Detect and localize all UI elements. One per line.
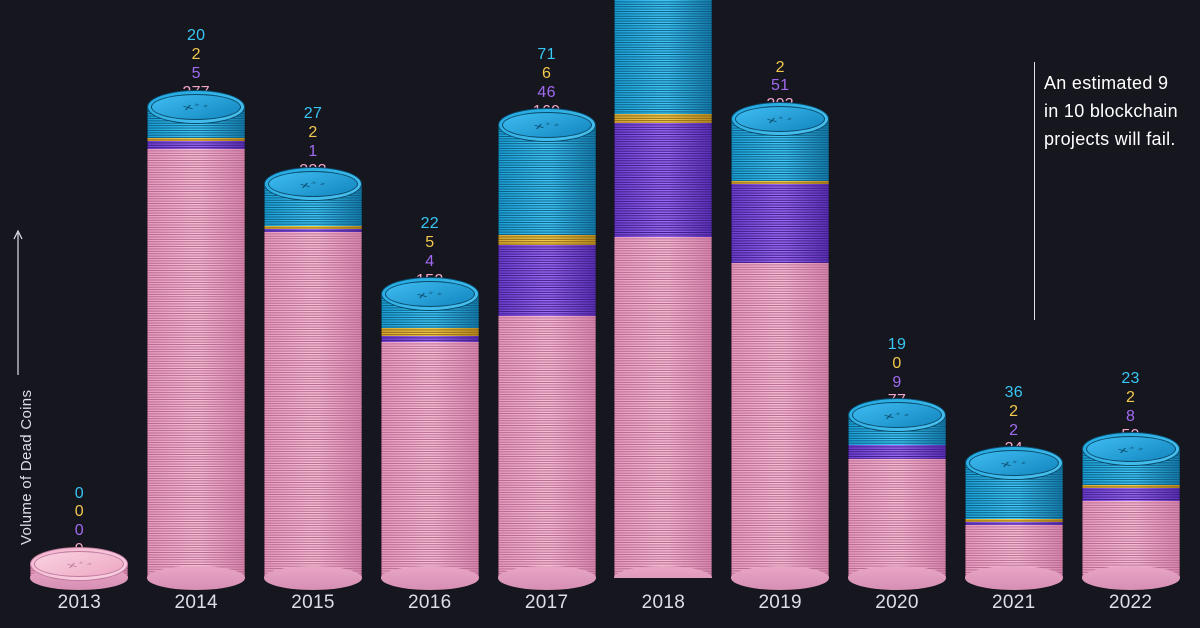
coin-stack: ✕⁺₊ <box>614 0 712 578</box>
segment-b <box>614 114 712 123</box>
coin-cap: ✕⁺₊ <box>147 90 245 124</box>
y-axis-arrow-icon <box>13 225 23 375</box>
segment-c <box>1082 488 1180 500</box>
columns-container: 0009✕⁺₊20132025277✕⁺₊20142721223✕⁺₊20152… <box>30 0 1180 628</box>
coin-cap: ✕⁺₊ <box>30 547 128 581</box>
value-label-a: 22 <box>421 215 439 234</box>
value-label-c: 1 <box>308 143 317 162</box>
segment-a <box>614 0 712 114</box>
stack-base-ellipse <box>147 566 245 590</box>
segment-b <box>498 235 596 244</box>
value-label-a: 71 <box>537 46 555 65</box>
value-label-c: 8 <box>1126 408 1135 427</box>
value-label-b: 5 <box>425 234 434 253</box>
segment-c <box>147 141 245 149</box>
segment-d <box>147 149 245 578</box>
stack-base-ellipse <box>848 566 946 590</box>
value-label-a: 20 <box>187 27 205 46</box>
value-label-b: 2 <box>776 59 785 78</box>
year-column-2018: 12010120360✕⁺₊2018 <box>614 0 713 628</box>
coin-stack: ✕⁺₊ <box>965 463 1063 578</box>
value-label-a: 27 <box>304 105 322 124</box>
value-label-c: 2 <box>1009 422 1018 441</box>
stack-base-ellipse <box>498 566 596 590</box>
value-label-b: 2 <box>192 46 201 65</box>
segment-d <box>614 237 712 578</box>
value-label-b: 2 <box>308 124 317 143</box>
segment-d <box>264 232 362 578</box>
coin-stack: ✕⁺₊ <box>264 184 362 578</box>
stack-base-ellipse <box>965 566 1063 590</box>
coin-cap: ✕⁺₊ <box>965 446 1063 480</box>
value-label-a: 0 <box>75 485 84 504</box>
year-column-2014: 2025277✕⁺₊2014 <box>147 27 246 628</box>
segment-c <box>731 184 829 263</box>
value-label-a: 23 <box>1121 370 1139 389</box>
year-column-2022: 232850✕⁺₊2022 <box>1081 370 1180 628</box>
coin-stack: ✕⁺₊ <box>147 107 245 578</box>
value-label-c: 51 <box>771 77 789 96</box>
value-label-c: 9 <box>892 374 901 393</box>
value-label-b: 0 <box>75 503 84 522</box>
segment-c <box>614 123 712 237</box>
year-column-2016: 2254152✕⁺₊2016 <box>380 215 479 628</box>
dead-coins-chart: Volume of Dead Coins An estimated 9 in 1… <box>0 0 1200 628</box>
stack-base-ellipse <box>264 566 362 590</box>
segment-c <box>848 445 946 459</box>
stack-base-ellipse <box>731 566 829 590</box>
segment-b <box>381 328 479 336</box>
value-label-a: 19 <box>888 336 906 355</box>
coin-cap: ✕⁺₊ <box>1082 432 1180 466</box>
year-column-2019: 251203✕⁺₊2019 <box>731 59 830 628</box>
coin-stack: ✕⁺₊ <box>30 564 128 578</box>
value-label-a: 36 <box>1005 384 1023 403</box>
value-label-c: 46 <box>537 84 555 103</box>
value-label-c: 4 <box>425 253 434 272</box>
year-column-2015: 2721223✕⁺₊2015 <box>264 105 363 628</box>
segment-c <box>498 245 596 316</box>
stack-base-ellipse <box>381 566 479 590</box>
segment-d <box>381 342 479 578</box>
value-label-b: 6 <box>542 65 551 84</box>
value-label-b: 2 <box>1009 403 1018 422</box>
segment-d <box>731 263 829 578</box>
year-column-2021: 362234✕⁺₊2021 <box>964 384 1063 628</box>
x-axis-year-label: 2018 <box>642 578 685 628</box>
stack-base-ellipse <box>1082 566 1180 590</box>
value-label-c: 0 <box>75 522 84 541</box>
coin-stack: ✕⁺₊ <box>731 119 829 578</box>
coin-stack: ✕⁺₊ <box>1082 449 1180 578</box>
value-label-c: 5 <box>192 65 201 84</box>
segment-d <box>498 316 596 578</box>
value-label-b: 0 <box>892 355 901 374</box>
coin-stack: ✕⁺₊ <box>381 294 479 578</box>
coin-stack: ✕⁺₊ <box>848 415 946 578</box>
year-column-2017: 71646169✕⁺₊2017 <box>497 46 596 628</box>
coin-stack: ✕⁺₊ <box>498 125 596 578</box>
year-column-2013: 0009✕⁺₊2013 <box>30 485 129 628</box>
value-label-b: 2 <box>1126 389 1135 408</box>
year-column-2020: 190977✕⁺₊2020 <box>848 336 947 628</box>
segment-d <box>848 459 946 578</box>
